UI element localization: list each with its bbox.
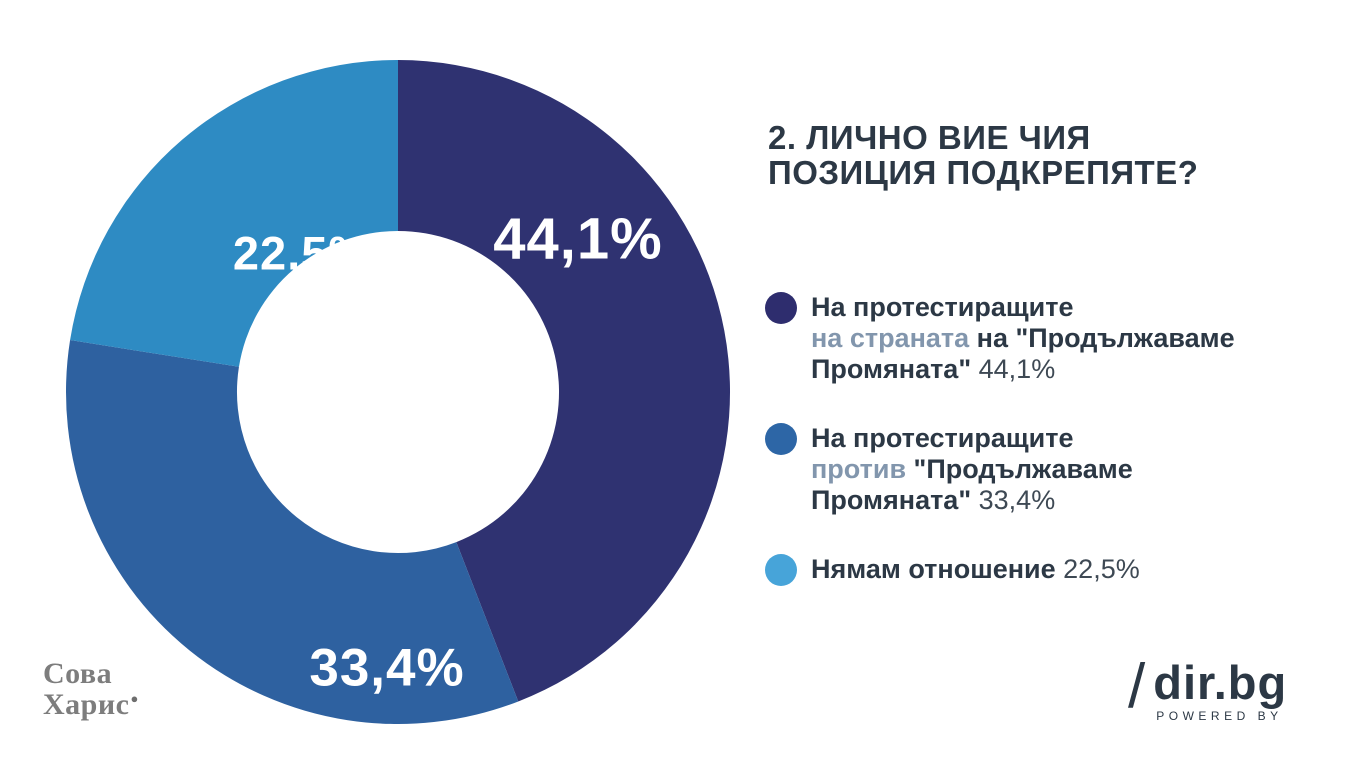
dirbg-name: dir.bg <box>1153 656 1288 709</box>
legend-item-0: На протестиращите на страната на "Продълж… <box>765 292 1355 385</box>
legend-item-text: На протестиращите на страната на "Продълж… <box>811 292 1235 385</box>
legend-text-segment: на "Продължаваме <box>969 323 1235 353</box>
slice-label-44: 44,1% <box>493 206 663 272</box>
dirbg-slash: / <box>1128 652 1146 721</box>
pie-slice-0 <box>398 60 731 702</box>
legend-bullet-icon <box>765 292 797 324</box>
dirbg-logo: / dir.bg POWERED BY <box>1128 652 1288 724</box>
chart-title-line1: 2. ЛИЧНО ВИЕ ЧИЯ <box>768 119 1091 156</box>
donut-slices <box>66 60 731 725</box>
legend-text-segment: На протестиращите <box>811 292 1074 322</box>
legend-item-text: На протестиращите против "Продължаваме Про… <box>811 423 1133 516</box>
legend-text-segment: против <box>811 454 907 484</box>
donut-chart: 44,1% 33,4% 22,5% <box>58 52 738 732</box>
chart-title-line2: ПОЗИЦИЯ ПОДКРЕПЯТЕ? <box>768 154 1199 191</box>
donut-svg <box>66 60 731 725</box>
legend-text-segment: на страната <box>811 323 970 353</box>
pie-slice-1 <box>66 340 519 725</box>
sova-haris-logo: Сова Харис● <box>43 658 139 720</box>
legend-text-segment: Нямам отношение <box>811 554 1064 584</box>
legend-item-1: На протестиращите против "Продължаваме Про… <box>765 423 1355 516</box>
slice-label-33: 33,4% <box>309 638 465 698</box>
slice-label-22: 22,5% <box>232 226 372 280</box>
legend-item-2: Нямам отношение 22,5% <box>765 554 1355 586</box>
legend-text-segment: "Продължаваме <box>906 454 1133 484</box>
legend-item-text: Нямам отношение 22,5% <box>811 554 1140 585</box>
legend-text-segment: 22,5% <box>1063 554 1140 584</box>
sova-logo-line2: Харис● <box>43 688 139 721</box>
pie-slice-2 <box>70 60 398 367</box>
legend-text-segment: На протестиращите <box>811 423 1074 453</box>
legend-bullet-icon <box>765 554 797 586</box>
dirbg-powered-by: POWERED BY <box>1156 709 1283 723</box>
legend-text-segment: 33,4% <box>978 485 1056 515</box>
legend-text-segment: Промяната" <box>811 354 979 384</box>
legend-bullet-icon <box>765 423 797 455</box>
sova-logo-line1: Сова <box>43 657 113 690</box>
legend-text-segment: Промяната" <box>811 485 979 515</box>
legend-text-segment: 44,1% <box>978 354 1056 384</box>
chart-legend: На протестиращите на страната на "Продълж… <box>765 292 1355 624</box>
chart-title: 2. ЛИЧНО ВИЕ ЧИЯ ПОЗИЦИЯ ПОДКРЕПЯТЕ? <box>768 120 1338 190</box>
